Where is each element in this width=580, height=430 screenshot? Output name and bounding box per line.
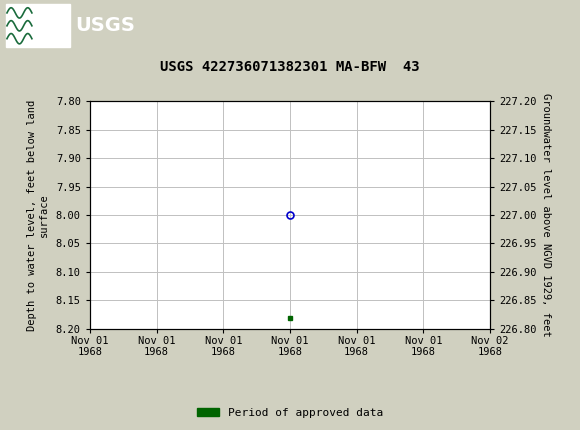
- Bar: [6, 4, 70, 47]
- Legend: Period of approved data: Period of approved data: [193, 403, 387, 422]
- Y-axis label: Depth to water level, feet below land
surface: Depth to water level, feet below land su…: [27, 99, 49, 331]
- Text: USGS 422736071382301 MA-BFW  43: USGS 422736071382301 MA-BFW 43: [160, 60, 420, 74]
- Y-axis label: Groundwater level above NGVD 1929, feet: Groundwater level above NGVD 1929, feet: [541, 93, 550, 337]
- Text: USGS: USGS: [75, 16, 135, 35]
